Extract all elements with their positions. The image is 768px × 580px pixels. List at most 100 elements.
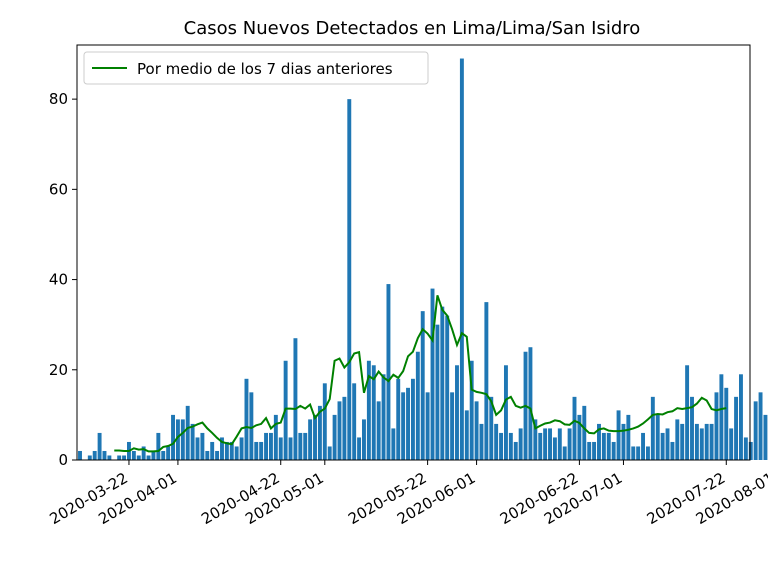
bar [313, 414, 317, 460]
bar [655, 414, 660, 460]
bar [753, 401, 758, 460]
bar [239, 437, 244, 460]
bar [215, 450, 220, 460]
bar [587, 441, 592, 460]
bar [381, 374, 386, 460]
bar [161, 450, 166, 460]
bar [327, 446, 332, 460]
bar [665, 428, 670, 460]
plot-frame [76, 44, 751, 461]
bar [616, 410, 621, 460]
legend: Por medio de los 7 dias anteriores [83, 51, 429, 85]
bar-group [78, 58, 768, 460]
bar [557, 428, 562, 460]
bar [146, 455, 151, 460]
bar [264, 432, 269, 460]
bar [572, 396, 577, 460]
bar [606, 432, 611, 460]
bar [357, 437, 362, 460]
y-tick-label: 40 [49, 271, 68, 289]
bar [592, 441, 597, 460]
bar [406, 387, 410, 460]
bar [180, 419, 185, 460]
bar [410, 378, 415, 460]
bar [210, 441, 215, 460]
bar [200, 432, 205, 460]
bar [342, 396, 347, 460]
bar [518, 428, 523, 460]
bar [489, 396, 494, 460]
bar [577, 414, 582, 460]
bar [543, 428, 548, 460]
bar [685, 365, 690, 460]
bar [709, 423, 714, 460]
bar [528, 347, 533, 460]
bar [386, 284, 391, 460]
chart-title: Casos Nuevos Detectados en Lima/Lima/San… [184, 18, 641, 39]
bar [362, 419, 366, 460]
bar [533, 419, 538, 460]
bar [131, 450, 136, 460]
bar [224, 441, 229, 460]
bar [166, 446, 171, 460]
bar [303, 432, 308, 460]
y-tick-label: 60 [49, 180, 68, 198]
bar [758, 392, 763, 460]
bar [156, 432, 161, 460]
bar [503, 365, 508, 460]
bar [680, 423, 685, 460]
bar [229, 441, 234, 460]
bar [171, 414, 175, 460]
bar [92, 450, 97, 460]
bar [273, 414, 278, 460]
bar [151, 450, 156, 460]
bar [455, 365, 459, 460]
bar [626, 414, 631, 460]
bar [347, 99, 352, 460]
bar [278, 437, 283, 460]
bar [220, 437, 224, 460]
bar [87, 455, 92, 460]
bar [396, 378, 401, 460]
bar [743, 437, 748, 460]
bar [450, 392, 455, 460]
bar [748, 441, 753, 460]
bar [175, 419, 180, 460]
bar [690, 396, 694, 460]
bar [739, 374, 743, 460]
bar [288, 437, 293, 460]
bar [474, 401, 479, 460]
bar [704, 423, 709, 460]
bar [645, 446, 650, 460]
bar [660, 432, 665, 460]
bar [425, 392, 430, 460]
bar [141, 446, 146, 460]
y-tick-label: 20 [49, 361, 68, 379]
bar [694, 423, 699, 460]
bar [205, 450, 210, 460]
bar [122, 455, 127, 460]
bar [699, 428, 704, 460]
bar [763, 414, 768, 460]
y-axis: 0 20 40 60 80 [49, 90, 77, 469]
bar [601, 432, 606, 460]
bar [332, 414, 337, 460]
bar [621, 423, 626, 460]
bar [376, 401, 381, 460]
series-line [114, 295, 727, 453]
bar [435, 324, 440, 460]
bar [337, 401, 342, 460]
bar [391, 428, 396, 460]
bar [97, 432, 102, 460]
bar [322, 383, 327, 460]
bar [136, 455, 141, 460]
bar [445, 315, 450, 460]
bar [352, 383, 357, 460]
bar [513, 441, 518, 460]
bar [636, 446, 641, 460]
bar [724, 387, 729, 460]
bar [538, 432, 543, 460]
bar [641, 432, 645, 460]
